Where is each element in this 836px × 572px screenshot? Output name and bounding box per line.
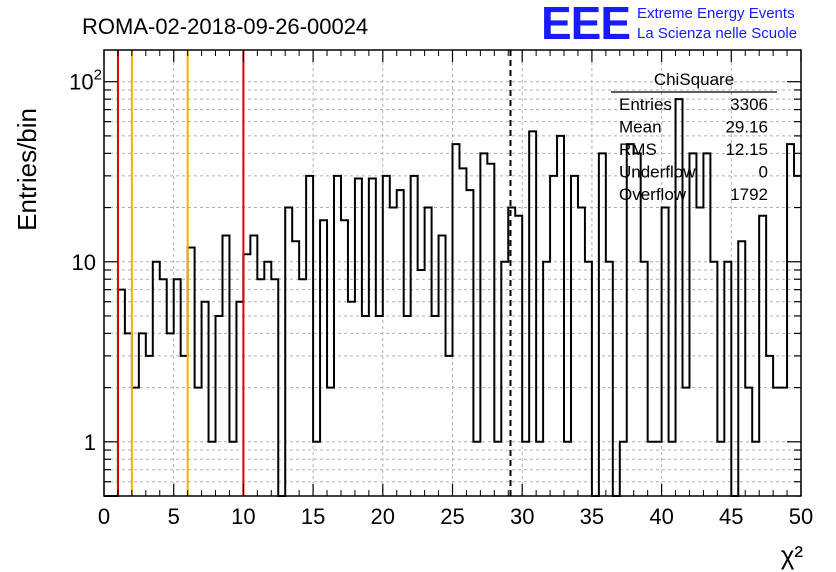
histogram-bin — [432, 316, 439, 496]
x-tick-label: 30 — [510, 504, 534, 529]
histogram-bin — [459, 168, 466, 496]
histogram-bin — [578, 208, 585, 496]
histogram-series — [104, 98, 801, 497]
histogram-bin — [676, 99, 683, 496]
histogram-bin — [222, 235, 229, 496]
stats-value: 1792 — [730, 185, 768, 204]
x-tick-label: 5 — [168, 504, 180, 529]
histogram-bin — [571, 176, 578, 496]
histogram-bin — [188, 247, 195, 496]
histogram-bin — [216, 316, 223, 496]
histogram-bin — [404, 316, 411, 496]
x-tick-label: 25 — [440, 504, 464, 529]
histogram-bin — [487, 164, 494, 496]
histogram-bin — [724, 262, 731, 496]
histogram-bin — [501, 262, 508, 496]
histogram-step-line — [104, 98, 801, 497]
histogram-bin — [543, 262, 550, 496]
histogram-bin — [250, 235, 257, 496]
histogram-bin — [508, 208, 515, 496]
histogram-bin — [599, 153, 606, 496]
logo-line-2: La Scienza nelle Scuole — [637, 25, 797, 42]
stats-value: 12.15 — [725, 140, 768, 159]
histogram-bin — [153, 262, 160, 496]
histogram-bin — [125, 333, 132, 496]
histogram-bin — [362, 316, 369, 496]
stats-value: 0 — [759, 163, 768, 182]
histogram-bin — [689, 153, 696, 496]
axis-ticks: 0 5 10 15 20 25 30 35 40 45 50 1 10 102 — [69, 50, 813, 529]
x-tick-label: 10 — [231, 504, 255, 529]
histogram-bin — [181, 356, 188, 496]
histogram-bin — [662, 208, 669, 496]
x-tick-label: 45 — [719, 504, 743, 529]
histogram-bin — [355, 178, 362, 496]
histogram-bin — [411, 176, 418, 496]
x-axis-label: χ² — [781, 540, 804, 570]
histogram-bin — [348, 302, 355, 496]
histogram-bin — [794, 176, 801, 496]
histogram-bin — [167, 333, 174, 496]
histogram-bin — [285, 208, 292, 496]
histogram-bin — [264, 262, 271, 496]
histogram-bin — [425, 208, 432, 496]
histogram-bin — [376, 316, 383, 496]
histogram-bin — [446, 356, 453, 496]
logo-line-1: Extreme Energy Events — [637, 5, 795, 22]
histogram-bin — [641, 262, 648, 496]
histogram-bin — [606, 262, 613, 496]
stats-box: ChiSquare Entries 3306 Mean 29.16 RMS 12.15 Un… — [611, 70, 777, 204]
x-tick-label: 0 — [98, 504, 110, 529]
stats-label: Underflow — [619, 163, 696, 182]
histogram-bin — [710, 262, 717, 496]
histogram-bin — [585, 262, 592, 496]
y-tick-label: 10 — [72, 250, 96, 275]
histogram-bin — [453, 144, 460, 496]
histogram-bin — [634, 153, 641, 496]
histogram-bin — [146, 356, 153, 496]
histogram-bin — [202, 302, 209, 496]
stats-title: ChiSquare — [654, 70, 734, 89]
histogram-bin — [439, 235, 446, 496]
stats-label: Entries — [619, 95, 672, 114]
x-tick-label: 35 — [580, 504, 604, 529]
histogram-bin — [306, 176, 313, 496]
histogram-bin — [550, 176, 557, 496]
stats-label: RMS — [619, 140, 657, 159]
eee-logo: EEE Extreme Energy Events La Scienza nel… — [541, 0, 797, 49]
histogram-bin — [787, 144, 794, 496]
x-tick-label: 20 — [371, 504, 395, 529]
histogram-bin — [369, 178, 376, 496]
histogram-bin — [418, 270, 425, 496]
histogram-bin — [696, 208, 703, 496]
x-tick-label: 15 — [301, 504, 325, 529]
y-tick-label: 102 — [69, 67, 102, 95]
histogram-bin — [139, 333, 146, 496]
y-axis-label: Entries/bin — [12, 108, 42, 231]
y-tick-label: 1 — [84, 430, 96, 455]
histogram-bin — [236, 302, 243, 496]
histogram-bin — [118, 290, 125, 496]
histogram-bin — [334, 176, 341, 496]
marker-lines — [116, 50, 512, 496]
stats-value: 29.16 — [725, 118, 768, 137]
stats-label: Mean — [619, 118, 662, 137]
x-tick-label: 40 — [649, 504, 673, 529]
histogram-bin — [480, 153, 487, 496]
histogram-bin — [390, 208, 397, 496]
histogram-bin — [703, 153, 710, 496]
stats-label: Overflow — [619, 185, 687, 204]
x-tick-label: 50 — [789, 504, 813, 529]
stats-value: 3306 — [730, 95, 768, 114]
logo-text: EEE — [541, 0, 630, 49]
histogram-bin — [383, 176, 390, 496]
chart-title: ROMA-02-2018-09-26-00024 — [82, 14, 368, 39]
histogram-bin — [766, 356, 773, 496]
